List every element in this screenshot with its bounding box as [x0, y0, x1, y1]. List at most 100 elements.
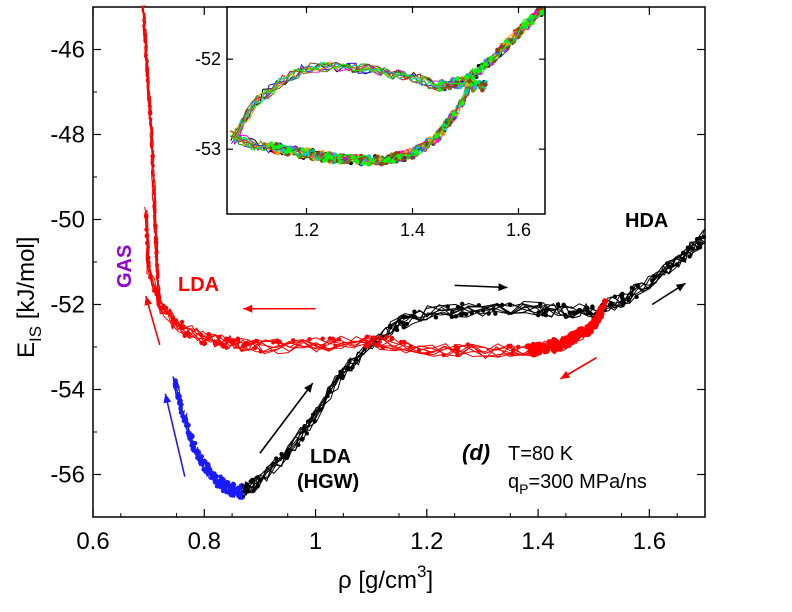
series-point-2 [333, 343, 338, 349]
series-point-2 [163, 305, 169, 311]
series-point-1 [629, 291, 634, 296]
inset-x-tick-label-0: 1.2 [294, 220, 319, 240]
series-point-1 [620, 291, 625, 297]
series-point-1 [685, 245, 691, 250]
series-point-1 [536, 312, 541, 318]
series-point-2 [336, 337, 342, 342]
lda-hgw-label-line1: LDA [310, 446, 351, 468]
series-point-2 [252, 345, 258, 351]
series-point-1 [394, 327, 400, 333]
inset-y-tick-label-0: -53 [195, 139, 221, 159]
main-series [141, 4, 707, 500]
inset-point-upper-9 [472, 69, 478, 74]
inset-point-9 [468, 82, 474, 87]
series-point-1 [251, 488, 256, 493]
series-point-3 [154, 250, 159, 256]
series-point-1 [555, 302, 561, 307]
arrow-head-5 [243, 304, 253, 313]
series-point-0 [199, 454, 204, 459]
series-point-2 [327, 336, 333, 341]
series-point-2 [212, 341, 218, 346]
series-point-0 [186, 429, 191, 434]
series-point-red-band [576, 332, 583, 339]
inset-x-tick-label-1: 1.4 [400, 220, 425, 240]
inset-point-9 [451, 111, 457, 116]
inset-point-9 [366, 162, 371, 167]
inset-point-8 [410, 155, 415, 160]
inset-y-tick-label-1: -52 [195, 49, 221, 69]
series-point-1 [301, 428, 307, 433]
series-point-1 [287, 448, 292, 453]
series-point-0 [183, 415, 188, 420]
series-point-2 [146, 263, 151, 269]
series-point-3 [147, 111, 153, 116]
series-point-1 [590, 304, 595, 309]
series-point-red-band [586, 323, 593, 330]
inset-point-8 [483, 82, 488, 87]
inset-point-9 [361, 161, 366, 166]
series-point-1 [621, 300, 627, 305]
inset-point-9 [391, 159, 396, 164]
arrow-head-2 [498, 283, 508, 292]
inset-point-upper-7 [457, 84, 462, 90]
series-point-1 [340, 375, 345, 381]
inset-point-9 [368, 158, 374, 163]
inset-point-7 [472, 84, 478, 89]
series-point-2 [455, 352, 460, 358]
series-point-0 [209, 475, 214, 481]
arrow-head-1 [304, 383, 313, 393]
series-point-3 [153, 239, 159, 244]
series-point-2 [384, 334, 390, 339]
series-point-0 [205, 462, 211, 467]
series-point-1 [696, 241, 702, 246]
series-point-1 [310, 412, 316, 417]
inset-ticks: 1.2 1.4 1.6 -53 -52 [195, 7, 545, 240]
series-point-1 [649, 278, 655, 283]
series-point-1 [270, 462, 276, 468]
series-point-1 [612, 294, 618, 299]
series-line-0-2 [172, 376, 245, 500]
series-point-1 [244, 482, 249, 487]
series-point-1 [412, 309, 417, 314]
series-point-0 [202, 458, 207, 463]
series-line-0-3 [172, 382, 244, 499]
series-point-2 [145, 240, 150, 246]
panel-label: (d) [462, 440, 490, 465]
arrow-shaft-1 [259, 382, 314, 454]
series-point-red-band [559, 337, 566, 344]
series-point-1 [694, 236, 700, 242]
series-point-1 [327, 389, 333, 394]
series-point-2 [277, 339, 282, 345]
series-point-1 [584, 306, 589, 312]
arrow-head-3 [675, 283, 686, 292]
inset-point-upper-9 [528, 14, 534, 20]
inset-background [227, 7, 545, 214]
series-point-1 [312, 418, 317, 424]
series-point-1 [245, 489, 250, 494]
series-point-3 [153, 223, 158, 228]
arrow-head-4 [560, 370, 571, 379]
series-point-2 [377, 339, 382, 344]
series-point-1 [338, 369, 343, 375]
series-point-2 [509, 351, 515, 357]
inset-point-upper-9 [524, 20, 529, 25]
inset-point-8 [480, 88, 485, 93]
series-point-2 [186, 331, 191, 336]
series-point-2 [408, 344, 413, 350]
series-point-0 [230, 488, 236, 494]
series-point-1 [697, 245, 703, 250]
series-point-2 [217, 334, 222, 340]
series-point-1 [681, 257, 686, 262]
series-point-1 [507, 302, 513, 307]
series-point-0 [222, 488, 227, 493]
inset-point-upper-9 [476, 68, 481, 74]
inset-point-upper-9 [504, 39, 509, 44]
series-line-3-7 [141, 8, 161, 305]
series-point-2 [320, 336, 325, 341]
series-point-0 [178, 406, 183, 412]
inset-point-9 [383, 158, 388, 164]
series-point-3 [150, 153, 155, 159]
series-point-1 [629, 285, 635, 290]
series-point-1 [450, 310, 455, 315]
